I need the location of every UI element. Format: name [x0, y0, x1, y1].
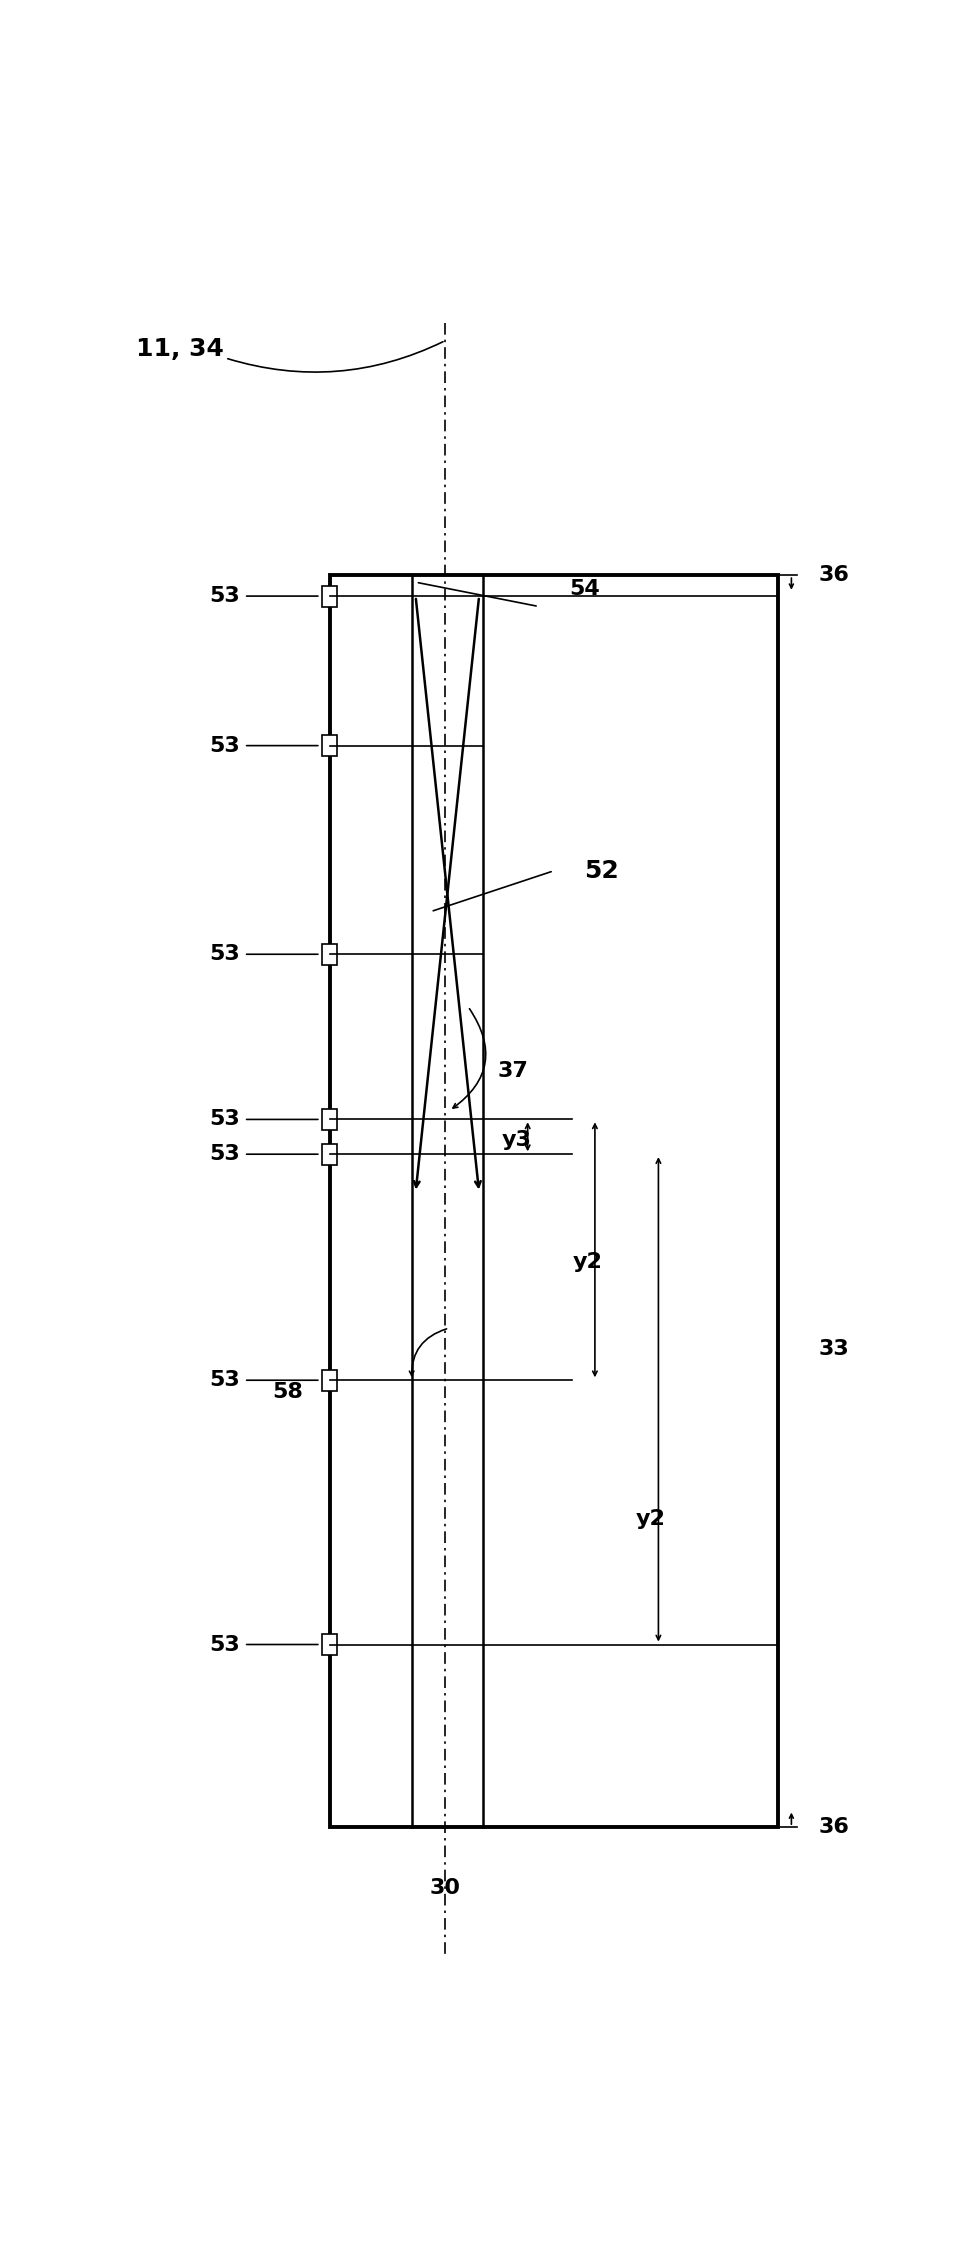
Text: 36: 36: [819, 564, 850, 585]
Text: 53: 53: [210, 1635, 240, 1655]
Bar: [322, 1371, 337, 1391]
Text: y2: y2: [636, 1508, 666, 1529]
Bar: [322, 1635, 337, 1655]
Text: 53: 53: [210, 736, 240, 756]
Text: 53: 53: [210, 587, 240, 605]
Text: 33: 33: [819, 1339, 850, 1359]
Text: 37: 37: [497, 1061, 528, 1082]
Text: 53: 53: [210, 1371, 240, 1391]
Bar: [330, 576, 778, 1827]
Text: 58: 58: [273, 1382, 304, 1402]
Bar: [322, 1145, 337, 1165]
Text: 53: 53: [210, 1109, 240, 1129]
Bar: [322, 585, 337, 607]
Bar: [322, 1109, 337, 1129]
Text: 52: 52: [584, 858, 619, 883]
Text: 11, 34: 11, 34: [136, 336, 225, 361]
Text: 53: 53: [210, 944, 240, 964]
Bar: [322, 736, 337, 756]
Text: 54: 54: [569, 578, 600, 598]
Text: y3: y3: [501, 1131, 531, 1149]
Text: 53: 53: [210, 1145, 240, 1165]
Text: 36: 36: [819, 1818, 850, 1838]
Text: y2: y2: [573, 1251, 602, 1271]
Text: 30: 30: [430, 1879, 461, 1899]
Bar: [322, 944, 337, 964]
